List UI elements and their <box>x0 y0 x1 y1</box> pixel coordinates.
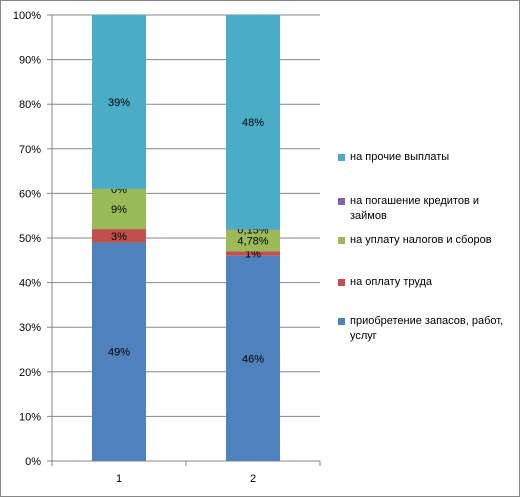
x-tick-label: 1 <box>116 473 122 485</box>
legend-item-supplies: приобретение запасов, работ, услуг <box>338 314 516 344</box>
x-tick-label: 2 <box>250 473 256 485</box>
legend-item-salary: на оплату труда <box>338 275 516 290</box>
legend-item-taxes: на уплату налогов и сборов <box>338 233 516 248</box>
data-label: 4,78% <box>237 236 268 248</box>
legend-label: на погашение кредитов и займов <box>350 195 479 222</box>
bar-segment <box>92 242 146 461</box>
bar-segment <box>92 229 146 243</box>
bar-segment <box>226 229 280 230</box>
legend-swatch <box>338 318 345 325</box>
y-tick-label: 50% <box>19 233 41 245</box>
y-tick-label: 20% <box>19 367 41 379</box>
bar-segment <box>226 251 280 256</box>
bar-segment <box>226 255 280 461</box>
bar-segment <box>92 188 146 230</box>
data-label: 3% <box>111 231 127 243</box>
bar-segment <box>92 15 146 189</box>
data-label: 46% <box>242 353 264 365</box>
legend-label: на прочие выплаты <box>350 151 450 163</box>
legend-swatch <box>338 279 345 286</box>
legend-swatch <box>338 237 345 244</box>
y-tick-label: 90% <box>19 55 41 67</box>
y-tick-label: 10% <box>19 411 41 423</box>
data-label: 49% <box>108 347 130 359</box>
y-tick-label: 100% <box>13 10 41 22</box>
legend-label: на уплату налогов и сборов <box>350 234 492 246</box>
data-label: 48% <box>242 117 264 129</box>
legend-swatch <box>338 154 345 161</box>
legend-item-loans: на погашение кредитов и займов <box>338 194 516 224</box>
y-tick-label: 40% <box>19 278 41 290</box>
legend-item-other-payments: на прочие выплаты <box>338 150 516 165</box>
bar-segment <box>226 15 280 230</box>
bar-segment <box>226 229 280 252</box>
y-tick-label: 80% <box>19 99 41 111</box>
data-label: 9% <box>111 204 127 216</box>
y-tick-label: 0% <box>25 456 41 468</box>
data-label: 1% <box>245 248 261 260</box>
y-tick-label: 60% <box>19 188 41 200</box>
legend-label: на оплату труда <box>350 276 433 288</box>
y-tick-label: 70% <box>19 144 41 156</box>
legend-label: приобретение запасов, работ, услуг <box>350 315 504 342</box>
y-tick-label: 30% <box>19 322 41 334</box>
legend-swatch <box>338 198 345 205</box>
data-label: 39% <box>108 97 130 109</box>
